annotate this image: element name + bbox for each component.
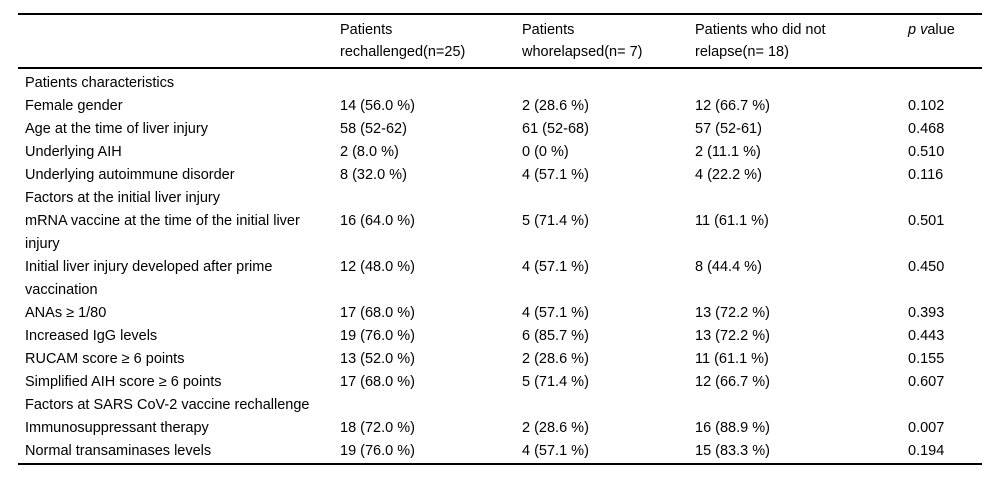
- p-value-rest-part: alue: [927, 22, 955, 38]
- section-row: Factors at the initial liver injury: [18, 187, 982, 210]
- table-row: Underlying autoimmune disorder 8 (32.0 %)…: [18, 164, 982, 187]
- cell-value: 2 (11.1 %): [695, 144, 761, 160]
- table-body: Patients characteristics Female gender 14 …: [18, 68, 982, 464]
- row-label: Simplified AIH score ≥ 6 points: [25, 374, 222, 390]
- table-row: ANAs ≥ 1/80 17 (68.0 %) 4 (57.1 %) 13 (72.2…: [18, 302, 982, 325]
- cell-value: 0.102: [908, 98, 945, 114]
- table-row: Normal transaminases levels 19 (76.0 %) 4 …: [18, 440, 982, 464]
- section-label: Factors at SARS CoV-2 vaccine rechalleng…: [25, 397, 310, 413]
- table-header-row: Patients rechallenged(n=25) Patients who…: [18, 14, 982, 68]
- cell-value: 0.501: [908, 213, 945, 229]
- cell-value: 0.155: [908, 351, 945, 367]
- cell-value: 13 (72.2 %): [695, 305, 770, 321]
- cell-value: 61 (52-68): [522, 121, 589, 137]
- table-row: Immunosuppressant therapy 18 (72.0 %) 2 (2…: [18, 417, 982, 440]
- cell-value: 0.116: [908, 167, 944, 183]
- row-label: Female gender: [25, 98, 123, 114]
- cell-value: 13 (72.2 %): [695, 328, 770, 344]
- cell-value: 0.468: [908, 121, 945, 137]
- table-header: Patients rechallenged(n=25) Patients who…: [18, 14, 982, 68]
- cell-value: 8 (44.4 %): [695, 259, 762, 275]
- row-label: Initial liver injury developed after pri…: [25, 259, 273, 298]
- cell-value: 18 (72.0 %): [340, 420, 415, 436]
- column-header-empty: [18, 14, 340, 68]
- cell-value: 17 (68.0 %): [340, 374, 415, 390]
- section-label: Factors at the initial liver injury: [25, 190, 221, 206]
- table-row: Age at the time of liver injury 58 (52-62…: [18, 118, 982, 141]
- table-row: mRNA vaccine at the time of the initial …: [18, 210, 982, 256]
- table-row: Underlying AIH 2 (8.0 %) 0 (0 %) 2 (11.1 %)…: [18, 141, 982, 164]
- p-value-italic-part: p v: [908, 22, 928, 38]
- section-row: Factors at SARS CoV-2 vaccine rechalleng…: [18, 394, 982, 417]
- cell-value: 14 (56.0 %): [340, 98, 415, 114]
- column-header-line: relapse(n= 18): [695, 44, 789, 60]
- cell-value: 16 (88.9 %): [695, 420, 770, 436]
- cell-value: 0.393: [908, 305, 945, 321]
- cell-value: 4 (57.1 %): [522, 167, 589, 183]
- cell-value: 2 (8.0 %): [340, 144, 399, 160]
- cell-value: 2 (28.6 %): [522, 420, 589, 436]
- row-label: Increased IgG levels: [25, 328, 158, 344]
- column-header-line: rechallenged(n=25): [340, 44, 466, 60]
- cell-value: 5 (71.4 %): [522, 374, 589, 390]
- cell-value: 0 (0 %): [522, 144, 569, 160]
- cell-value: 12 (66.7 %): [695, 98, 770, 114]
- cell-value: 4 (57.1 %): [522, 259, 589, 275]
- column-header-p-value: p value: [908, 14, 982, 68]
- cell-value: 2 (28.6 %): [522, 351, 589, 367]
- cell-value: 4 (22.2 %): [695, 167, 762, 183]
- cell-value: 11 (61.1 %): [695, 213, 769, 229]
- column-header-patients-who-relapsed: Patients whorelapsed(n= 7): [522, 14, 695, 68]
- cell-value: 4 (57.1 %): [522, 305, 589, 321]
- section-label: Patients characteristics: [25, 75, 175, 91]
- row-label: Underlying autoimmune disorder: [25, 167, 235, 183]
- cell-value: 0.194: [908, 443, 945, 459]
- section-row: Patients characteristics: [18, 68, 982, 95]
- cell-value: 0.510: [908, 144, 945, 160]
- cell-value: 0.007: [908, 420, 945, 436]
- row-label: ANAs ≥ 1/80: [25, 305, 107, 321]
- row-label: Normal transaminases levels: [25, 443, 212, 459]
- cell-value: 19 (76.0 %): [340, 443, 415, 459]
- cell-value: 8 (32.0 %): [340, 167, 407, 183]
- cell-value: 6 (85.7 %): [522, 328, 589, 344]
- cell-value: 11 (61.1 %): [695, 351, 769, 367]
- column-header-line: Patients: [522, 22, 575, 38]
- cell-value: 58 (52-62): [340, 121, 407, 137]
- cell-value: 19 (76.0 %): [340, 328, 415, 344]
- column-header-patients-rechallenged: Patients rechallenged(n=25): [340, 14, 522, 68]
- table-row: Simplified AIH score ≥ 6 points 17 (68.0 …: [18, 371, 982, 394]
- cell-value: 4 (57.1 %): [522, 443, 589, 459]
- table-row: Increased IgG levels 19 (76.0 %) 6 (85.7 %…: [18, 325, 982, 348]
- cell-value: 16 (64.0 %): [340, 213, 415, 229]
- row-label: mRNA vaccine at the time of the initial …: [25, 213, 300, 252]
- table-row: RUCAM score ≥ 6 points 13 (52.0 %) 2 (28.6…: [18, 348, 982, 371]
- row-label: Age at the time of liver injury: [25, 121, 208, 137]
- cell-value: 0.607: [908, 374, 945, 390]
- cell-value: 0.443: [908, 328, 945, 344]
- column-header-line: Patients: [340, 22, 393, 38]
- column-header-line: Patients who did not: [695, 22, 826, 38]
- table-row: Female gender 14 (56.0 %) 2 (28.6 %) 12 (66…: [18, 95, 982, 118]
- cell-value: 13 (52.0 %): [340, 351, 415, 367]
- column-header-line: whorelapsed(n= 7): [522, 44, 643, 60]
- table-row: Initial liver injury developed after pri…: [18, 256, 982, 302]
- row-label: Immunosuppressant therapy: [25, 420, 209, 436]
- comparison-table: Patients rechallenged(n=25) Patients who…: [18, 13, 982, 465]
- cell-value: 2 (28.6 %): [522, 98, 589, 114]
- cell-value: 0.450: [908, 259, 945, 275]
- cell-value: 12 (66.7 %): [695, 374, 770, 390]
- row-label: Underlying AIH: [25, 144, 122, 160]
- cell-value: 5 (71.4 %): [522, 213, 589, 229]
- cell-value: 57 (52-61): [695, 121, 762, 137]
- column-header-patients-no-relapse: Patients who did not relapse(n= 18): [695, 14, 908, 68]
- cell-value: 12 (48.0 %): [340, 259, 415, 275]
- cell-value: 17 (68.0 %): [340, 305, 415, 321]
- row-label: RUCAM score ≥ 6 points: [25, 351, 185, 367]
- cell-value: 15 (83.3 %): [695, 443, 770, 459]
